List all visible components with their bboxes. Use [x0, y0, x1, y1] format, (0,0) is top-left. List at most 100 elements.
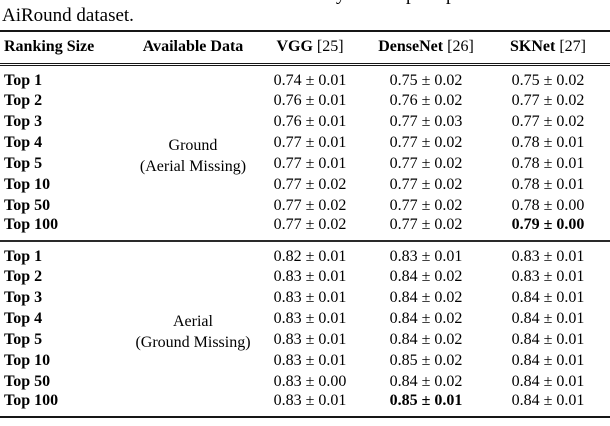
score-cell: 0.84 ± 0.02	[389, 288, 463, 306]
col-header-label: VGG	[276, 38, 313, 55]
score-cell: 0.74 ± 0.01	[273, 72, 347, 89]
score-cell: 0.84 ± 0.02	[389, 309, 463, 327]
score-cell: 0.83 ± 0.01	[273, 267, 347, 285]
score-cell: 0.76 ± 0.01	[273, 91, 347, 109]
score-cell: 0.84 ± 0.02	[389, 372, 463, 390]
col-header-label: DenseNet	[378, 38, 444, 55]
col-header-densenet: DenseNet [26]	[366, 30, 486, 66]
table-row: Top 5 0.77 ± 0.01 0.77 ± 0.02 0.78 ± 0.01	[0, 153, 610, 174]
score-cell: 0.83 ± 0.01	[273, 392, 347, 409]
table-row: Top 1 Ground (Aerial Missing) 0.74 ± 0.01 0.…	[0, 65, 610, 175]
ranking-size-cell: Top 50	[4, 372, 51, 390]
table-row: Top 50 0.83 ± 0.00 0.84 ± 0.02 0.84 ± 0.01	[0, 371, 610, 392]
ranking-size-cell: Top 50	[4, 196, 51, 214]
score-cell: 0.77 ± 0.02	[273, 196, 347, 214]
citation-ref: [27]	[559, 38, 586, 55]
table-row: Top 10 0.77 ± 0.02 0.77 ± 0.02 0.78 ± 0.01	[0, 174, 610, 195]
cropped-glyph: p	[406, 0, 416, 4]
score-cell: 0.84 ± 0.02	[389, 330, 463, 348]
col-header-ranking-size: Ranking Size	[0, 30, 132, 66]
cropped-glyph: p	[446, 0, 456, 4]
score-cell: 0.76 ± 0.01	[273, 112, 347, 130]
ranking-size-cell: Top 10	[4, 351, 51, 369]
score-cell: 0.77 ± 0.02	[273, 216, 347, 233]
score-cell: 0.84 ± 0.01	[511, 392, 585, 409]
table-caption: AiRound dataset.	[2, 5, 134, 26]
table-row: Top 50 0.77 ± 0.02 0.77 ± 0.02 0.78 ± 0.00	[0, 195, 610, 216]
ranking-size-cell: Top 100	[4, 392, 59, 409]
score-cell: 0.77 ± 0.02	[389, 196, 463, 214]
table-row: Top 100 0.77 ± 0.02 0.77 ± 0.02 0.79 ± 0.00	[0, 216, 610, 241]
score-cell: 0.75 ± 0.02	[389, 72, 463, 89]
score-cell: 0.83 ± 0.01	[273, 330, 347, 348]
score-cell: 0.77 ± 0.02	[389, 175, 463, 193]
col-header-sknet: SKNet [27]	[486, 30, 610, 66]
score-cell: 0.83 ± 0.00	[273, 372, 347, 390]
table-block-aerial: Top 1 Aerial (Ground Missing) 0.82 ± 0.01 0.…	[0, 241, 610, 417]
col-header-label: Available Data	[142, 38, 244, 55]
score-cell: 0.82 ± 0.01	[273, 248, 347, 265]
available-data-cell: Ground (Aerial Missing)	[132, 65, 254, 242]
score-cell: 0.77 ± 0.02	[511, 91, 585, 109]
score-cell: 0.78 ± 0.00	[511, 196, 585, 214]
score-cell: 0.83 ± 0.01	[273, 309, 347, 327]
cropped-glyph: y	[336, 0, 346, 4]
table-row: Top 3 0.83 ± 0.01 0.84 ± 0.02 0.84 ± 0.01	[0, 287, 610, 308]
table-row: Top 1 Aerial (Ground Missing) 0.82 ± 0.01 0.…	[0, 241, 610, 351]
ranking-size-cell: Top 3	[4, 112, 43, 130]
cropped-caption-line: y p p	[0, 0, 610, 7]
col-header-available-data: Available Data	[132, 30, 254, 66]
ranking-size-cell: Top 3	[4, 288, 43, 306]
ranking-size-cell: Top 5	[4, 330, 43, 348]
score-cell: 0.79 ± 0.00	[511, 216, 585, 233]
score-cell: 0.84 ± 0.01	[511, 372, 585, 390]
table-row: Top 100 0.83 ± 0.01 0.85 ± 0.01 0.84 ± 0.01	[0, 392, 610, 417]
col-header-label: SKNet	[510, 38, 556, 55]
ranking-size-cell: Top 1	[4, 248, 43, 265]
table-row: Top 5 0.83 ± 0.01 0.84 ± 0.02 0.84 ± 0.01	[0, 329, 610, 350]
score-cell: 0.77 ± 0.02	[389, 154, 463, 172]
score-cell: 0.77 ± 0.02	[389, 216, 463, 233]
col-header-label: Ranking Size	[4, 38, 95, 55]
ranking-size-cell: Top 4	[4, 309, 43, 327]
ranking-size-cell: Top 100	[4, 216, 59, 233]
citation-ref: [26]	[447, 38, 474, 55]
table-row: Top 2 0.83 ± 0.01 0.84 ± 0.02 0.83 ± 0.01	[0, 266, 610, 287]
results-table: Ranking Size Available Data VGG [25] Den…	[0, 30, 610, 418]
score-cell: 0.83 ± 0.01	[389, 248, 463, 265]
score-cell: 0.84 ± 0.01	[511, 288, 585, 306]
score-cell: 0.77 ± 0.02	[273, 175, 347, 193]
citation-ref: [25]	[316, 38, 344, 55]
score-cell: 0.83 ± 0.01	[273, 288, 347, 306]
score-cell: 0.78 ± 0.01	[511, 154, 585, 172]
ranking-size-cell: Top 4	[4, 133, 43, 151]
table-row: Top 4 0.83 ± 0.01 0.84 ± 0.02 0.84 ± 0.01	[0, 308, 610, 329]
available-data-line1: Aerial	[173, 313, 213, 330]
score-cell: 0.85 ± 0.02	[389, 351, 463, 369]
table-row: Top 4 0.77 ± 0.01 0.77 ± 0.02 0.78 ± 0.01	[0, 132, 610, 153]
score-cell: 0.76 ± 0.02	[389, 91, 463, 109]
ranking-size-cell: Top 2	[4, 91, 43, 109]
table-header-row: Ranking Size Available Data VGG [25] Den…	[0, 30, 610, 66]
score-cell: 0.77 ± 0.02	[389, 133, 463, 151]
score-cell: 0.83 ± 0.01	[511, 248, 585, 265]
ranking-size-cell: Top 10	[4, 175, 51, 193]
score-cell: 0.77 ± 0.01	[273, 154, 347, 172]
score-cell: 0.78 ± 0.01	[511, 175, 585, 193]
score-cell: 0.77 ± 0.01	[273, 133, 347, 151]
ranking-size-cell: Top 2	[4, 267, 43, 285]
score-cell: 0.84 ± 0.01	[511, 330, 585, 348]
table-row: Top 2 0.76 ± 0.01 0.76 ± 0.02 0.77 ± 0.02	[0, 90, 610, 111]
col-header-vgg: VGG [25]	[254, 30, 366, 66]
table-row: Top 3 0.76 ± 0.01 0.77 ± 0.03 0.77 ± 0.02	[0, 111, 610, 132]
score-cell: 0.77 ± 0.03	[389, 112, 463, 130]
table-row: Top 10 0.83 ± 0.01 0.85 ± 0.02 0.84 ± 0.01	[0, 350, 610, 371]
score-cell: 0.83 ± 0.01	[273, 351, 347, 369]
available-data-line2: (Aerial Missing)	[139, 158, 247, 175]
ranking-size-cell: Top 5	[4, 154, 43, 172]
available-data-cell: Aerial (Ground Missing)	[132, 241, 254, 417]
table-block-ground: Top 1 Ground (Aerial Missing) 0.74 ± 0.01 0.…	[0, 65, 610, 242]
score-cell: 0.83 ± 0.01	[511, 267, 585, 285]
score-cell: 0.84 ± 0.02	[389, 267, 463, 285]
